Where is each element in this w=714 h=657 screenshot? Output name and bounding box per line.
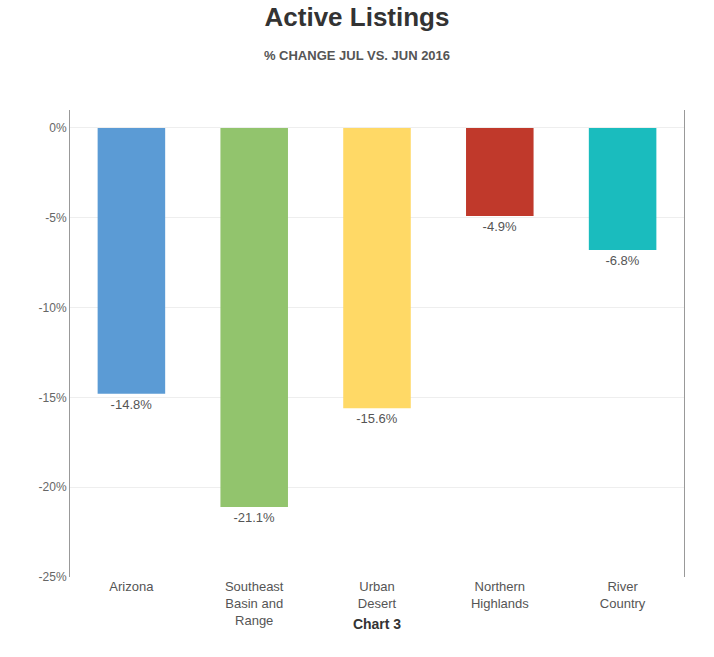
svg-text:UrbanDesert: UrbanDesert [358,579,397,611]
svg-text:-4.9%: -4.9% [483,219,517,234]
svg-text:-5%: -5% [45,211,67,225]
svg-text:-25%: -25% [39,570,67,584]
svg-text:Chart 3: Chart 3 [353,616,401,632]
svg-text:Active Listings% CHANGE JUL VS: Active Listings% CHANGE JUL VS. JUN 2016 [264,2,450,63]
svg-text:SoutheastBasin andRange: SoutheastBasin andRange [225,579,284,628]
svg-text:NorthernHighlands: NorthernHighlands [471,579,529,611]
svg-text:RiverCountry: RiverCountry [600,579,646,611]
svg-text:-15.6%: -15.6% [356,411,398,426]
svg-text:-10%: -10% [39,301,67,315]
svg-text:-15%: -15% [39,391,67,405]
svg-text:0%: 0% [49,121,67,135]
svg-text:-6.8%: -6.8% [605,253,639,268]
svg-text:-14.8%: -14.8% [111,397,153,412]
svg-text:-21.1%: -21.1% [233,510,275,525]
svg-text:-20%: -20% [39,480,67,494]
svg-text:Arizona: Arizona [109,579,154,594]
